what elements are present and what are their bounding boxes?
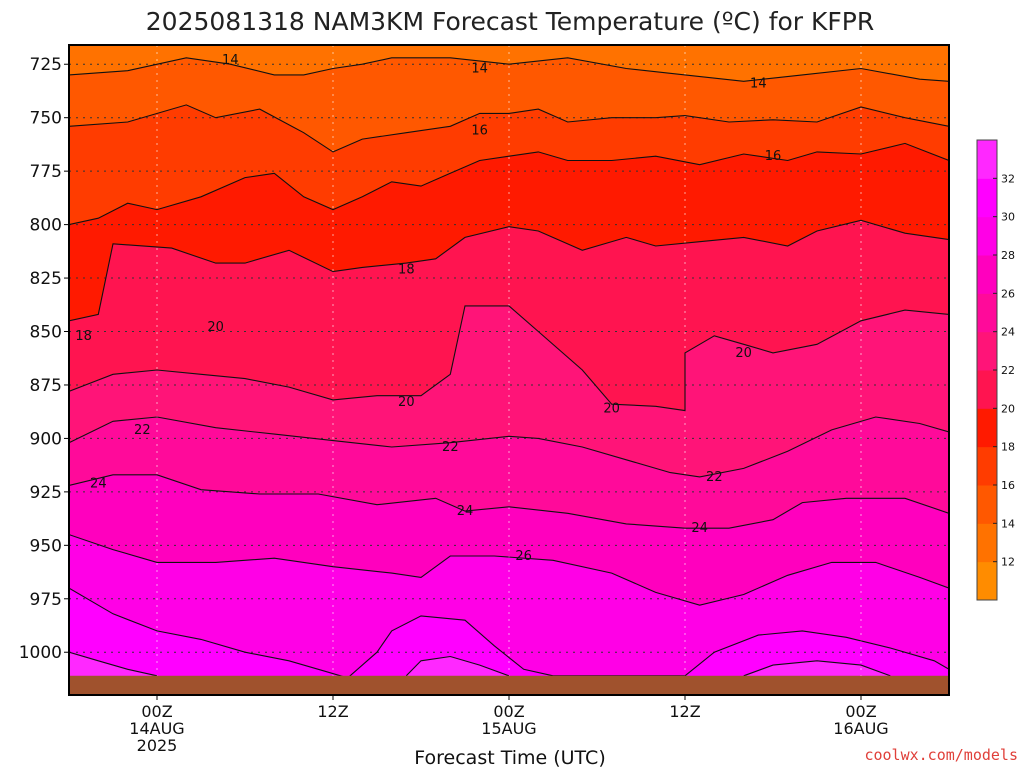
contour-label: 24 bbox=[691, 521, 708, 536]
y-tick-label: 850 bbox=[30, 323, 62, 343]
x-tick-label: 12Z bbox=[317, 702, 348, 721]
y-tick-label: 775 bbox=[30, 162, 62, 182]
contour-label: 14 bbox=[222, 53, 239, 68]
colorbar-tick-label: 24 bbox=[1001, 326, 1015, 339]
y-tick-label: 950 bbox=[30, 536, 62, 556]
colorbar-tick-label: 18 bbox=[1001, 441, 1015, 454]
x-axis-label: Forecast Time (UTC) bbox=[414, 747, 605, 768]
colorbar-swatch bbox=[977, 140, 997, 179]
contour-line bbox=[69, 57, 949, 82]
contour-line bbox=[69, 534, 949, 606]
colorbar-tick-label: 14 bbox=[1001, 517, 1015, 530]
colorbar-swatch bbox=[977, 523, 997, 563]
colorbar-swatch bbox=[977, 446, 997, 486]
axes: 725 750 775 800 825 850 875 900 925 950 975 1000 00Z… bbox=[19, 44, 950, 755]
y-tick-label: 750 bbox=[30, 109, 62, 129]
contour-label: 26 bbox=[515, 549, 532, 564]
temperature-band bbox=[69, 588, 949, 695]
colorbar-tick-label: 12 bbox=[1001, 556, 1015, 569]
contour-label: 24 bbox=[90, 476, 107, 491]
contour-label: 20 bbox=[398, 395, 415, 410]
credit-text: coolwx.com/models bbox=[864, 746, 1018, 764]
x-tick-label: 12Z bbox=[669, 702, 700, 721]
contour-label: 14 bbox=[471, 62, 488, 77]
contour-label: 20 bbox=[603, 401, 620, 416]
colorbar-tick-label: 22 bbox=[1001, 364, 1015, 377]
colorbar-swatch bbox=[977, 370, 997, 409]
contour-line bbox=[69, 474, 949, 529]
contour-line bbox=[69, 416, 949, 478]
y-tick-label: 825 bbox=[30, 269, 62, 289]
colorbar-swatch bbox=[977, 485, 997, 524]
y-tick-label: 925 bbox=[30, 483, 62, 503]
plot-area: 14 14 14 16 16 18 18 20 20 20 20 22 22 22 24 24 24 26 bbox=[69, 45, 949, 695]
contour-label: 20 bbox=[207, 320, 224, 335]
colorbar-swatch bbox=[977, 255, 997, 294]
contour-line bbox=[69, 104, 949, 153]
colorbar-tick-label: 32 bbox=[1001, 172, 1015, 185]
colorbar-tick-label: 26 bbox=[1001, 287, 1015, 300]
contour-line bbox=[69, 142, 949, 226]
colorbar-swatch bbox=[977, 216, 997, 256]
chart-title: 2025081318 NAM3KM Forecast Temperature (… bbox=[146, 7, 874, 36]
contour-line bbox=[405, 655, 510, 677]
contour-line bbox=[69, 219, 949, 322]
colorbar-swatch bbox=[977, 408, 997, 448]
contour-label: 18 bbox=[398, 263, 415, 278]
contour-label: 16 bbox=[471, 124, 488, 139]
y-tick-label: 900 bbox=[30, 429, 62, 449]
x-tick-label: 00Z 14AUG 2025 bbox=[129, 702, 184, 755]
colorbar-tick-label: 16 bbox=[1001, 479, 1015, 492]
colorbar-swatch bbox=[977, 178, 997, 218]
ground-fill bbox=[69, 675, 949, 695]
colorbar-tick-label: 30 bbox=[1001, 211, 1015, 224]
contour-line bbox=[69, 305, 949, 412]
y-tick-label: 1000 bbox=[19, 643, 62, 663]
colorbar-tick-label: 28 bbox=[1001, 249, 1015, 262]
contour-label: 22 bbox=[706, 470, 723, 485]
colorbar: 12 14 16 18 20 22 24 26 28 30 32 bbox=[976, 139, 1015, 601]
colorbar-swatch bbox=[977, 293, 997, 333]
x-tick-label: 00Z 16AUG bbox=[833, 702, 888, 738]
x-tick-label: 00Z 15AUG bbox=[481, 702, 536, 738]
contour-label: 24 bbox=[457, 504, 474, 519]
contour-line bbox=[69, 651, 158, 677]
contour-label: 22 bbox=[134, 423, 151, 438]
contour-label: 14 bbox=[750, 76, 767, 91]
colorbar-tick-label: 20 bbox=[1001, 402, 1015, 415]
contour-label: 18 bbox=[75, 329, 92, 344]
contour-label: 16 bbox=[765, 149, 782, 164]
contour-line bbox=[69, 587, 949, 679]
contour-line bbox=[743, 660, 891, 677]
contour-label: 20 bbox=[735, 346, 752, 361]
contour-label: 22 bbox=[442, 440, 459, 455]
y-tick-label: 975 bbox=[30, 590, 62, 610]
y-tick-label: 800 bbox=[30, 216, 62, 236]
colorbar-swatch bbox=[977, 561, 997, 601]
y-tick-label: 875 bbox=[30, 376, 62, 396]
y-tick-label: 725 bbox=[30, 55, 62, 75]
colorbar-swatch bbox=[977, 331, 997, 371]
